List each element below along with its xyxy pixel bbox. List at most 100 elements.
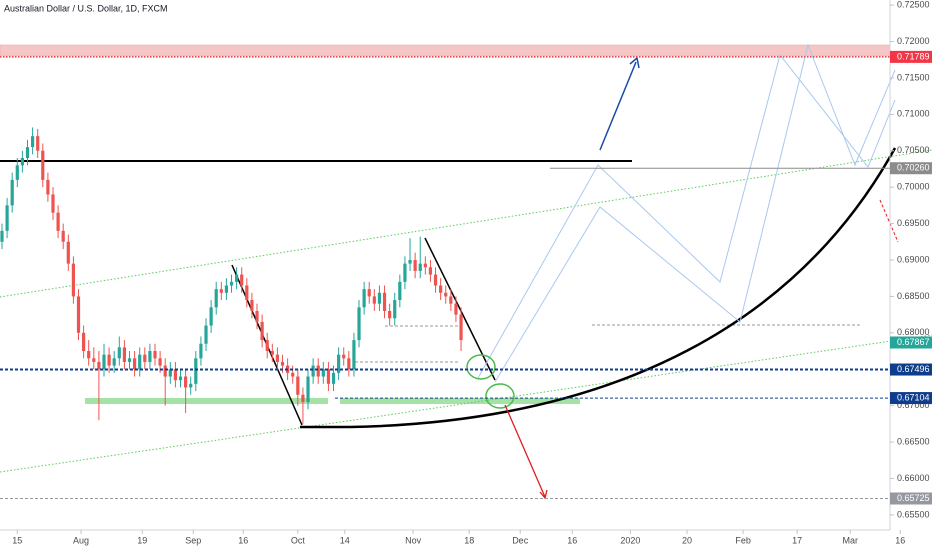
y-tick-label: 0.71000: [897, 109, 930, 119]
candle-body: [444, 292, 448, 297]
price-badge-label: 0.70260: [897, 163, 930, 173]
candle-body: [433, 274, 438, 286]
candle-body: [240, 274, 244, 286]
candle-body: [388, 310, 392, 319]
candle-body: [255, 310, 259, 322]
candle-body: [393, 300, 397, 319]
candle-body: [454, 303, 458, 315]
candle-body: [372, 296, 376, 304]
arrow-head: [629, 56, 640, 69]
y-tick-label: 0.68500: [897, 291, 930, 301]
resistance-zone: [0, 44, 891, 57]
x-tick-label: 20: [682, 535, 692, 545]
price-badge: [890, 336, 932, 349]
price-badge: [890, 162, 932, 175]
candle-body: [296, 376, 300, 395]
candle-body: [143, 354, 147, 362]
y-tick-label: 0.68000: [897, 327, 930, 337]
arrow-down: [504, 404, 546, 498]
y-tick-label: 0.66000: [897, 473, 930, 483]
candle-body: [138, 354, 142, 370]
candle-body: [194, 358, 198, 384]
candle-body: [15, 165, 19, 180]
y-tick-label: 0.72000: [897, 36, 930, 46]
price-badge-label: 0.65725: [897, 493, 930, 503]
candle-body: [30, 136, 35, 148]
candle-body: [357, 307, 361, 341]
price-badge-label: 0.67867: [897, 337, 930, 347]
price-badge-label: 0.67496: [897, 364, 930, 374]
x-tick-label: 15: [12, 535, 22, 545]
candle-body: [25, 147, 30, 159]
price-badge: [890, 492, 932, 505]
x-tick-label: Dec: [512, 535, 529, 545]
trend-line: [424, 237, 496, 381]
candle-body: [66, 241, 70, 264]
candle-body: [408, 259, 412, 264]
candle-body: [449, 296, 453, 304]
candle-body: [362, 289, 366, 308]
candle-body: [291, 372, 295, 377]
support-zone: [85, 398, 328, 404]
channel-line: [0, 334, 932, 473]
price-badge-label: 0.71789: [897, 51, 930, 61]
candle-body: [122, 347, 127, 362]
candle-body: [41, 150, 45, 180]
x-tick-label: 17: [792, 535, 802, 545]
candle-body: [403, 263, 407, 282]
candle-body: [51, 194, 55, 213]
candle-body: [301, 394, 305, 403]
candle-body: [316, 365, 320, 377]
x-tick-label: Sep: [185, 535, 201, 545]
candle-body: [153, 351, 157, 359]
candle-body: [178, 376, 183, 381]
price-badge-label: 0.67104: [897, 392, 930, 402]
plot: [0, 127, 463, 424]
candle-body: [382, 292, 387, 311]
y-tick-label: 0.67000: [897, 400, 930, 410]
candle-body: [342, 354, 346, 359]
candle-body: [235, 274, 239, 282]
candle-body: [423, 263, 427, 268]
x-tick-label: 14: [340, 535, 350, 545]
candle-body: [209, 307, 213, 326]
y-tick-label: 0.71500: [897, 72, 930, 82]
candle-body: [56, 212, 60, 231]
candle-body: [127, 358, 132, 362]
candle-body: [224, 285, 229, 293]
candle-body: [204, 325, 208, 344]
arrow-up: [599, 61, 637, 151]
candle-body: [36, 136, 40, 151]
candle-body: [102, 354, 106, 370]
candle-body: [418, 263, 422, 271]
price-badge: [890, 50, 932, 63]
candle-body: [189, 383, 193, 388]
candle-body: [326, 369, 331, 384]
x-tick-label: 16: [895, 535, 905, 545]
support-curve: [300, 147, 897, 429]
candle-body: [219, 289, 223, 293]
candle-body: [413, 259, 417, 271]
candle-body: [352, 340, 356, 370]
candle-body: [311, 365, 315, 377]
x-tick-label: Nov: [405, 535, 422, 545]
candle-body: [20, 158, 24, 166]
candle-body: [270, 351, 274, 355]
candle-body: [0, 230, 4, 242]
candle-body: [214, 289, 218, 308]
candle-body: [92, 358, 96, 362]
candle-body: [81, 332, 86, 352]
y-tick-label: 0.66500: [897, 436, 930, 446]
candle-body: [10, 179, 14, 206]
candle-body: [260, 321, 264, 341]
candle-body: [377, 292, 382, 304]
candle-body: [229, 281, 234, 286]
y-tick-label: 0.70500: [897, 145, 930, 155]
candle-body: [459, 314, 463, 341]
candle-body: [163, 365, 167, 377]
candle-body: [46, 179, 50, 195]
candle-body: [250, 300, 254, 311]
candle-body: [367, 289, 371, 297]
candle-body: [428, 267, 433, 275]
candle-body: [398, 281, 402, 301]
